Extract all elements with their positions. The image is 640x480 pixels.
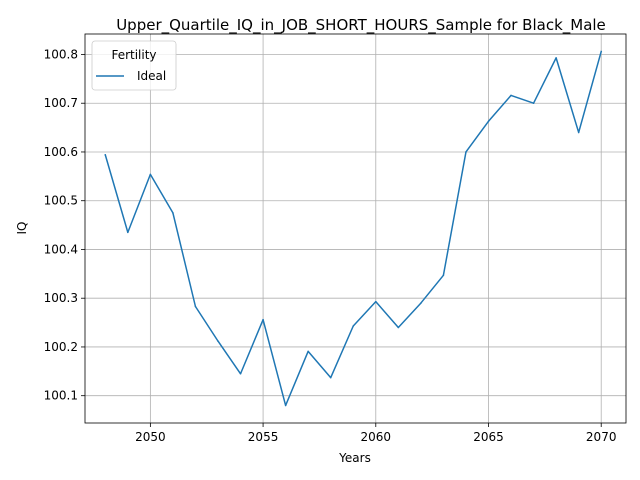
data-point <box>352 325 354 327</box>
chart-title: Upper_Quartile_IQ_in_JOB_SHORT_HOURS_Sam… <box>116 16 606 35</box>
legend-title: Fertility <box>111 48 156 62</box>
y-tick-label: 100.2 <box>44 340 78 354</box>
data-point <box>127 231 129 234</box>
data-point <box>194 305 197 308</box>
data-point <box>149 173 152 176</box>
data-point <box>600 50 602 53</box>
x-axis-label: Years <box>338 451 371 465</box>
data-point <box>172 212 174 214</box>
y-tick-label: 100.6 <box>44 145 78 159</box>
data-point <box>510 94 512 97</box>
legend: Fertility Ideal <box>91 40 177 91</box>
data-point <box>555 57 557 59</box>
y-tick-label: 100.8 <box>44 47 78 61</box>
x-axis-ticks: 2050 2055 2060 2065 2070 <box>135 423 616 444</box>
x-tick-label: 2060 <box>361 430 392 444</box>
data-point <box>420 302 422 304</box>
data-point <box>262 318 264 321</box>
grid-lines <box>85 34 626 423</box>
y-tick-label: 100.1 <box>44 389 78 403</box>
x-tick-label: 2065 <box>473 430 504 444</box>
data-point <box>397 326 400 329</box>
data-point <box>532 102 535 104</box>
y-tick-label: 100.4 <box>44 242 78 256</box>
data-point <box>284 404 287 407</box>
y-axis-label: IQ <box>15 222 29 235</box>
legend-label-ideal: Ideal <box>137 69 166 83</box>
data-point <box>577 131 580 134</box>
y-tick-label: 100.7 <box>44 96 78 110</box>
data-point <box>217 340 219 342</box>
data-point <box>442 274 445 277</box>
data-point <box>307 350 309 353</box>
data-point <box>465 151 467 153</box>
data-point <box>375 300 377 303</box>
x-tick-label: 2055 <box>248 430 279 444</box>
plot-area-frame <box>84 33 627 424</box>
data-point <box>239 373 242 375</box>
data-point <box>104 154 107 156</box>
y-tick-label: 100.5 <box>44 194 78 208</box>
series-lines <box>104 50 603 407</box>
data-point <box>487 120 490 123</box>
x-tick-label: 2070 <box>586 430 617 444</box>
y-axis-ticks: 100.1 100.2 100.3 100.4 100.5 100.6 100.7 100.8 <box>44 47 85 403</box>
y-tick-label: 100.3 <box>44 291 78 305</box>
data-point <box>329 376 332 379</box>
x-tick-label: 2050 <box>135 430 166 444</box>
legend-box <box>91 40 177 91</box>
